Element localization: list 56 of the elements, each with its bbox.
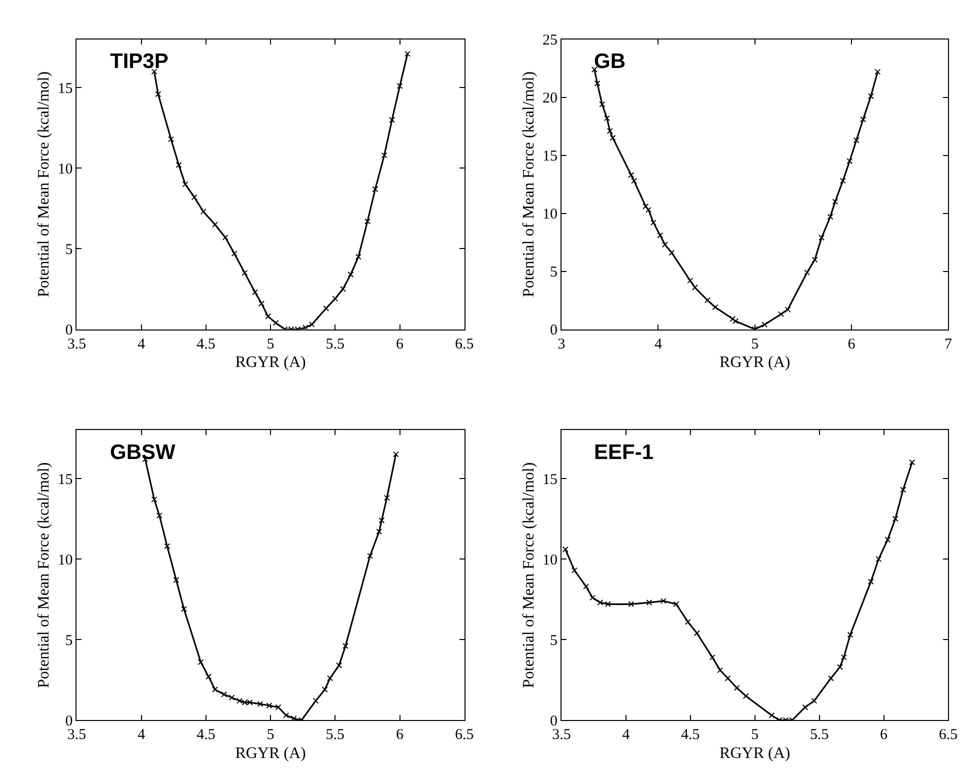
x-tick-label: 4 <box>138 336 146 352</box>
x-tick-label: 5 <box>751 727 759 744</box>
text: TIP3P <box>110 50 168 73</box>
x-tick-label: 4 <box>622 727 630 744</box>
x-tick-label: 6.5 <box>455 727 474 744</box>
x-tick-label: 6.5 <box>938 727 958 744</box>
x-tick-label: 5 <box>751 336 759 352</box>
y-tick-label: 15 <box>58 472 73 488</box>
x-tick-label: 6 <box>848 336 856 352</box>
y-tick-label: 5 <box>550 264 558 281</box>
y-tick-label: 20 <box>542 90 558 107</box>
x-tick-label: 6 <box>880 727 888 744</box>
x-tick-label: 7 <box>944 336 952 352</box>
x-tick-label: 4 <box>654 336 662 352</box>
y-tick-label: 15 <box>542 472 558 488</box>
y-tick-label: 25 <box>542 32 558 49</box>
x-tick-label: 5 <box>266 727 274 744</box>
x-tick-label: 6 <box>396 336 404 352</box>
x-tick-label: 4.5 <box>196 727 216 744</box>
y-tick-label: 5 <box>65 632 73 649</box>
y-tick-label: 10 <box>542 206 558 223</box>
y-tick-label: 0 <box>550 322 558 339</box>
x-axis-title: RGYR (A) <box>235 354 306 371</box>
y-axis-title: Potential of Mean Force (kcal/mol) <box>520 71 538 298</box>
x-tick-label: 6.5 <box>455 336 474 352</box>
x-tick-label: 3 <box>558 336 566 352</box>
x-tick-label: 4.5 <box>681 727 700 744</box>
y-tick-label: 5 <box>550 632 558 649</box>
x-axis-title: RGYR (A) <box>720 354 790 371</box>
y-tick-label: 0 <box>550 713 558 730</box>
x-tick-label: 5.5 <box>810 727 829 744</box>
x-tick-label: 6 <box>396 727 404 744</box>
y-tick-label: 0 <box>65 713 73 730</box>
x-tick-label: 4.5 <box>196 336 216 352</box>
x-axis-title: RGYR (A) <box>235 744 306 762</box>
y-tick-label: 5 <box>65 242 73 258</box>
x-tick-label: 5.5 <box>326 727 345 744</box>
x-tick-label: 3.5 <box>67 727 86 744</box>
y-tick-label: 10 <box>542 552 558 568</box>
y-tick-label: 10 <box>58 552 73 568</box>
x-tick-label: 3.5 <box>67 336 86 352</box>
x-axis-title: RGYR (A) <box>720 744 790 762</box>
text: EEF-1 <box>594 441 654 464</box>
y-tick-label: 0 <box>65 322 73 339</box>
y-axis-title: Potential of Mean Force (kcal/mol) <box>36 462 53 688</box>
y-axis-title: Potential of Mean Force (kcal/mol) <box>520 462 538 688</box>
x-tick-label: 3.5 <box>552 727 571 744</box>
x-tick-label: 5.5 <box>326 336 345 352</box>
y-axis-title: Potential of Mean Force (kcal/mol) <box>36 71 53 298</box>
text: GB <box>594 50 626 73</box>
y-tick-label: 15 <box>58 80 73 97</box>
y-tick-label: 10 <box>58 161 73 178</box>
text: GBSW <box>110 441 176 464</box>
y-tick-label: 15 <box>542 148 558 165</box>
x-tick-label: 4 <box>138 727 146 744</box>
x-tick-label: 5 <box>266 336 274 352</box>
